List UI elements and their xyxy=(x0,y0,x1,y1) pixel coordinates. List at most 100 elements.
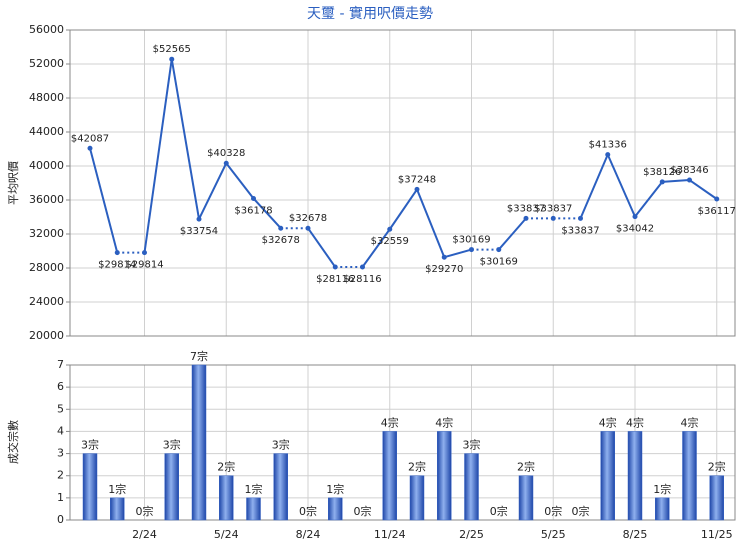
line-segment xyxy=(361,228,391,268)
y-tick-label: 2 xyxy=(57,469,64,482)
value-label: $30169 xyxy=(480,257,518,268)
bar xyxy=(164,453,179,521)
line-point xyxy=(441,254,447,260)
chart-title: 天璽 - 實用呎價走勢 xyxy=(307,5,433,22)
x-tick-label: 11/25 xyxy=(701,528,733,541)
value-label: 3宗 xyxy=(163,438,181,452)
bar xyxy=(110,497,125,521)
line-point xyxy=(387,226,393,232)
line-segment xyxy=(497,217,527,251)
line-segment xyxy=(416,189,446,258)
bar xyxy=(246,497,261,521)
value-label: $42087 xyxy=(71,133,109,144)
value-label: $37248 xyxy=(398,174,436,185)
value-label: 1宗 xyxy=(245,482,263,496)
value-label: $28116 xyxy=(343,274,381,285)
value-label: $33837 xyxy=(507,203,545,214)
line-point xyxy=(142,250,147,256)
line-point xyxy=(87,145,93,151)
value-label: 4宗 xyxy=(626,415,644,429)
value-label: $32678 xyxy=(262,235,300,246)
y-tick-label: 52000 xyxy=(29,57,64,70)
line-point xyxy=(523,215,529,221)
value-label: 0宗 xyxy=(544,504,562,518)
value-label: 1宗 xyxy=(108,482,126,496)
line-point xyxy=(496,247,502,253)
y-tick-label: 32000 xyxy=(29,227,64,240)
bar xyxy=(437,431,452,521)
y-tick-label: 1 xyxy=(57,491,64,504)
value-label: 4宗 xyxy=(599,415,617,429)
bar xyxy=(600,431,615,521)
line-point xyxy=(605,152,611,158)
value-label: 2宗 xyxy=(408,460,426,474)
bar xyxy=(655,497,670,521)
value-label: $32559 xyxy=(371,236,409,247)
line-segment xyxy=(662,179,690,183)
x-tick-label: 11/24 xyxy=(374,528,406,541)
y-tick-label: 24000 xyxy=(29,295,64,308)
bar xyxy=(273,453,288,521)
line-segment xyxy=(606,154,636,218)
line-point xyxy=(332,264,338,270)
line-point xyxy=(251,195,256,201)
line-point xyxy=(223,160,229,166)
value-label: 1宗 xyxy=(653,482,671,496)
y-tick-label: 28000 xyxy=(29,261,64,274)
line-point xyxy=(305,225,311,231)
line-point xyxy=(632,214,638,220)
x-tick-label: 8/24 xyxy=(296,528,321,541)
line-segment xyxy=(388,188,418,230)
y-tick-label: 5 xyxy=(57,402,64,415)
y-tick-label: 36000 xyxy=(29,193,64,206)
y-axis-label: 平均呎價 xyxy=(6,161,20,205)
value-label: 1宗 xyxy=(326,482,344,496)
bar xyxy=(682,431,697,521)
value-label: $34042 xyxy=(616,224,654,235)
y-tick-label: 0 xyxy=(57,513,64,526)
value-label: $40328 xyxy=(207,148,245,159)
value-label: $29814 xyxy=(125,260,163,271)
bar xyxy=(709,475,724,521)
value-label: 4宗 xyxy=(381,415,399,429)
line-point xyxy=(687,177,692,183)
value-label: $52565 xyxy=(153,44,191,55)
bar xyxy=(328,497,343,521)
line-segment xyxy=(307,227,337,268)
y-tick-label: 44000 xyxy=(29,125,64,138)
line-point xyxy=(550,215,556,221)
y-tick-label: 4 xyxy=(57,424,64,437)
value-label: $41336 xyxy=(589,140,627,151)
bar xyxy=(82,453,98,521)
y-tick-label: 56000 xyxy=(29,23,64,36)
bar xyxy=(191,364,207,521)
line-point xyxy=(469,247,474,253)
line-point xyxy=(196,216,202,222)
y-tick-label: 6 xyxy=(57,380,64,393)
line-segment xyxy=(688,179,718,200)
line-segment xyxy=(634,181,664,218)
value-label: 0宗 xyxy=(490,504,508,518)
x-tick-label: 2/25 xyxy=(459,528,484,541)
value-label: $29814 xyxy=(98,260,136,271)
value-label: 0宗 xyxy=(299,504,317,518)
y-tick-label: 48000 xyxy=(29,91,64,104)
plot-frame xyxy=(69,364,736,521)
bar xyxy=(219,475,234,521)
value-label: $29270 xyxy=(425,264,463,275)
line-point xyxy=(360,264,365,270)
bar xyxy=(518,475,534,521)
line-segment xyxy=(579,154,609,219)
value-label: 7宗 xyxy=(190,349,208,363)
y-axis-label: 成交宗數 xyxy=(6,420,20,464)
value-label: $33837 xyxy=(561,225,599,236)
y-tick-label: 7 xyxy=(57,358,64,371)
line-segment xyxy=(89,148,119,253)
y-tick-label: 40000 xyxy=(29,159,64,172)
line-point xyxy=(114,250,120,256)
x-tick-label: 2/24 xyxy=(132,528,157,541)
line-point xyxy=(659,179,665,185)
value-label: $33754 xyxy=(180,226,218,237)
value-label: 0宗 xyxy=(354,504,372,518)
line-point xyxy=(169,56,175,62)
